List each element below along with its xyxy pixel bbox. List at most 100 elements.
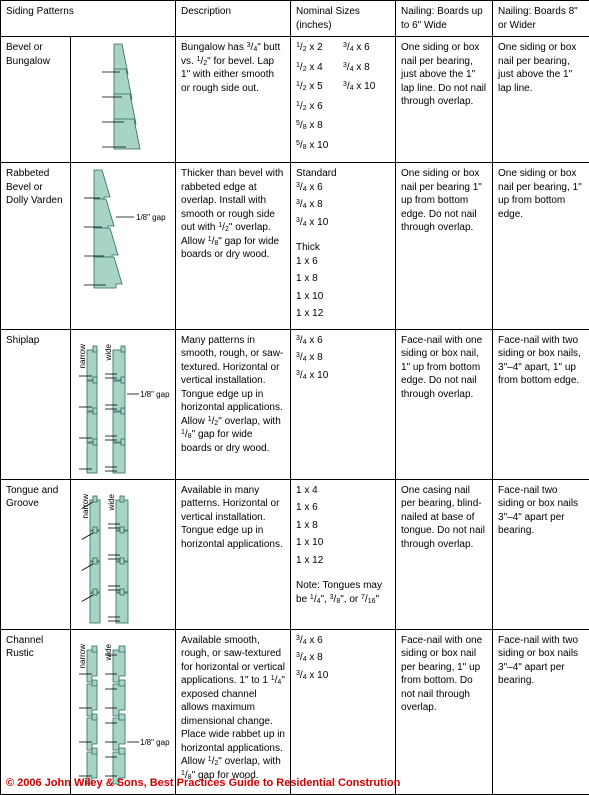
rabbeted-thk-label: Thick xyxy=(296,241,390,255)
size-value: 3/4 x 8 xyxy=(343,61,390,75)
size-value: 3/4 x 8 xyxy=(296,198,390,212)
bevel-nail-narrow: One siding or box nail per bearing, just… xyxy=(396,37,493,163)
channel-nail-narrow: Face-nail with one siding or box nail pe… xyxy=(396,629,493,794)
bevel-name: Bevel or Bungalow xyxy=(1,37,71,163)
channel-desc: Available smooth, rough, or saw-textured… xyxy=(176,629,291,794)
rabbeted-svg: 1/8" gap xyxy=(76,165,171,295)
size-value: 3/4 x 6 xyxy=(343,41,390,55)
size-value: 1 x 12 xyxy=(296,307,390,321)
svg-text:narrow: narrow xyxy=(78,643,87,668)
bevel-nail-wide: One siding or box nail per bearing, just… xyxy=(493,37,589,163)
header-patterns: Siding Patterns xyxy=(1,1,176,37)
tg-nail-wide: Face-nail two siding or box nails 3"–4" … xyxy=(493,479,589,629)
bevel-desc: Bungalow has 3/4" butt vs. 1/2" for beve… xyxy=(176,37,291,163)
rabbeted-std-label: Standard xyxy=(296,167,390,181)
header-description: Description xyxy=(176,1,291,37)
shiplap-desc: Many patterns in smooth, rough, or saw-t… xyxy=(176,329,291,479)
size-value: 1/2 x 2 xyxy=(296,41,343,55)
size-value: 3/4 x 8 xyxy=(296,351,390,365)
row-bevel: Bevel or Bungalow Bungalow has 3/4" butt xyxy=(1,37,589,163)
svg-text:wide: wide xyxy=(107,493,116,511)
size-value: 1/2 x 6 xyxy=(296,100,343,114)
rabbeted-sizes: Standard 3/4 x 6 3/4 x 8 3/4 x 10 Thick 1 … xyxy=(291,163,396,330)
size-value: 3/4 x 8 xyxy=(296,651,390,665)
channel-svg: narrow wide xyxy=(73,632,173,792)
tg-sizes-list: 1 x 4 1 x 6 1 x 8 1 x 10 1 x 12 xyxy=(296,484,390,568)
size-value xyxy=(343,139,390,153)
shiplap-sizes: 3/4 x 6 3/4 x 8 3/4 x 10 xyxy=(291,329,396,479)
size-value: 1 x 6 xyxy=(296,255,390,269)
svg-text:1/8" gap: 1/8" gap xyxy=(136,213,166,222)
size-value: 3/4 x 6 xyxy=(296,334,390,348)
size-value: 3/4 x 6 xyxy=(296,181,390,195)
tg-sizes-note: Note: Tongues may be 1/4", 3/8", or 7/16… xyxy=(296,579,390,606)
size-value: 1 x 12 xyxy=(296,554,390,568)
shiplap-nail-wide: Face-nail with two siding or box nails, … xyxy=(493,329,589,479)
tg-name: Tongue and Groove xyxy=(1,479,71,629)
svg-text:wide: wide xyxy=(104,343,113,361)
siding-table: Siding Patterns Description Nominal Size… xyxy=(0,0,589,795)
bevel-illustration xyxy=(71,37,176,163)
copyright-text: © 2006 John Wiley & Sons, Best Practices… xyxy=(0,777,589,789)
size-value: 3/4 x 6 xyxy=(296,634,390,648)
size-value: 1 x 10 xyxy=(296,536,390,550)
rabbeted-desc: Thicker than bevel with rabbeted edge at… xyxy=(176,163,291,330)
channel-sizes-list: 3/4 x 6 3/4 x 8 3/4 x 10 xyxy=(296,634,390,683)
rabbeted-thk-list: 1 x 6 1 x 8 1 x 10 1 x 12 xyxy=(296,255,390,321)
size-value: 3/4 x 10 xyxy=(296,369,390,383)
bevel-sizes: 1/2 x 23/4 x 61/2 x 43/4 x 81/2 x 53/4 x… xyxy=(291,37,396,163)
row-channel: Channel Rustic narrow xyxy=(1,629,589,794)
tg-illustration: narrow wide xyxy=(71,479,176,629)
svg-text:wide: wide xyxy=(104,643,113,661)
size-value: 5/8 x 8 xyxy=(296,119,343,133)
svg-text:1/8" gap: 1/8" gap xyxy=(140,738,170,747)
tg-nail-narrow: One casing nail per bearing, blind-naile… xyxy=(396,479,493,629)
channel-nail-wide: Face-nail with two siding or box nails 3… xyxy=(493,629,589,794)
header-sizes: Nominal Sizes (inches) xyxy=(291,1,396,37)
size-value: 1 x 10 xyxy=(296,290,390,304)
rabbeted-std-list: 3/4 x 6 3/4 x 8 3/4 x 10 xyxy=(296,181,390,230)
shiplap-sizes-list: 3/4 x 6 3/4 x 8 3/4 x 10 xyxy=(296,334,390,383)
size-value: 1 x 6 xyxy=(296,501,390,515)
row-rabbeted: Rabbeted Bevel or Dolly Varden 1/8" gap xyxy=(1,163,589,330)
tg-desc-text: Available in many patterns. Horizontal o… xyxy=(181,485,283,550)
svg-text:1/8" gap: 1/8" gap xyxy=(140,390,170,399)
shiplap-nail-narrow: Face-nail with one siding or box nail, 1… xyxy=(396,329,493,479)
channel-sizes: 3/4 x 6 3/4 x 8 3/4 x 10 xyxy=(291,629,396,794)
row-shiplap: Shiplap narrow xyxy=(1,329,589,479)
size-value: 1 x 4 xyxy=(296,484,390,498)
shiplap-desc-text: Many patterns in smooth, rough, or saw-t… xyxy=(181,335,283,454)
channel-name: Channel Rustic xyxy=(1,629,71,794)
size-value: 3/4 x 10 xyxy=(343,80,390,94)
size-value: 1 x 8 xyxy=(296,272,390,286)
size-value xyxy=(343,100,390,114)
channel-illustration: narrow wide xyxy=(71,629,176,794)
shiplap-svg: narrow wide xyxy=(73,332,173,477)
tg-svg: narrow wide xyxy=(76,482,171,627)
size-value: 1 x 8 xyxy=(296,519,390,533)
size-value: 3/4 x 10 xyxy=(296,216,390,230)
shiplap-illustration: narrow wide xyxy=(71,329,176,479)
channel-desc-text: Available smooth, rough, or saw-textured… xyxy=(181,635,285,781)
size-value: 3/4 x 10 xyxy=(296,669,390,683)
bevel-sizes-grid: 1/2 x 23/4 x 61/2 x 43/4 x 81/2 x 53/4 x… xyxy=(296,41,390,158)
rabbeted-name: Rabbeted Bevel or Dolly Varden xyxy=(1,163,71,330)
shiplap-name: Shiplap xyxy=(1,329,71,479)
size-value: 1/2 x 5 xyxy=(296,80,343,94)
row-tg: Tongue and Groove narrow xyxy=(1,479,589,629)
tg-sizes: 1 x 4 1 x 6 1 x 8 1 x 10 1 x 12 Note: Tongue… xyxy=(291,479,396,629)
rabbeted-desc-text: Thicker than bevel with rabbeted edge at… xyxy=(181,168,283,260)
rabbeted-nail-narrow: One siding or box nail per bearing 1" up… xyxy=(396,163,493,330)
header-nail-narrow: Nailing: Boards up to 6" Wide xyxy=(396,1,493,37)
tg-desc: Available in many patterns. Horizontal o… xyxy=(176,479,291,629)
header-nail-wide: Nailing: Boards 8" or Wider xyxy=(493,1,589,37)
size-value xyxy=(343,119,390,133)
size-value: 5/8 x 10 xyxy=(296,139,343,153)
header-row: Siding Patterns Description Nominal Size… xyxy=(1,1,589,37)
bevel-desc-text: Bungalow has 3/4" butt vs. 1/2" for beve… xyxy=(181,42,280,94)
size-value: 1/2 x 4 xyxy=(296,61,343,75)
rabbeted-nail-wide: One siding or box nail per bearing, 1" u… xyxy=(493,163,589,330)
bevel-svg xyxy=(88,39,158,159)
rabbeted-illustration: 1/8" gap xyxy=(71,163,176,330)
svg-text:narrow: narrow xyxy=(78,343,87,368)
